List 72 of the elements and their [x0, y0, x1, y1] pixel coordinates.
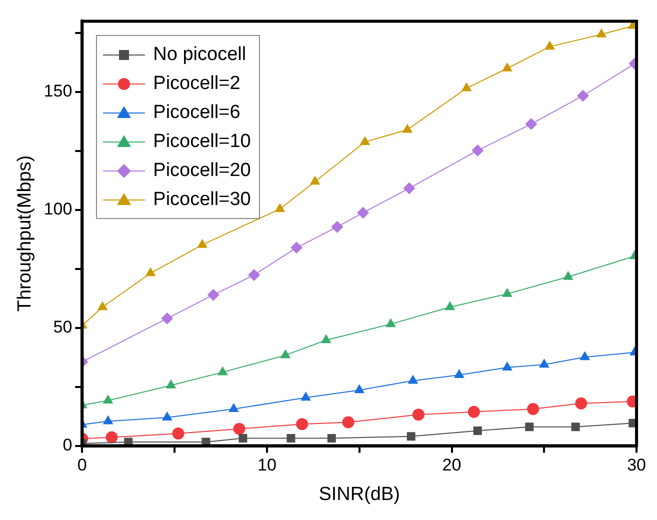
- point: [162, 411, 172, 420]
- point: [408, 374, 418, 384]
- point: [238, 434, 248, 442]
- point: [468, 406, 480, 418]
- point: [472, 144, 484, 156]
- legend-label: Picocell=2: [153, 72, 240, 95]
- point: [296, 418, 308, 430]
- point: [331, 220, 344, 233]
- point: [228, 403, 239, 412]
- y-axis-title: Throughput(Mbps): [14, 155, 36, 312]
- y-tick-label: 100: [44, 200, 72, 219]
- legend-label: Picocell=30: [153, 188, 251, 211]
- y-tick-label: 150: [44, 82, 72, 101]
- legend-label: Picocell=6: [153, 102, 240, 124]
- point: [102, 415, 114, 424]
- point: [280, 349, 291, 358]
- point: [357, 206, 370, 219]
- legend-label: Picocell=10: [153, 130, 251, 153]
- point: [444, 301, 456, 310]
- point: [166, 379, 176, 388]
- point: [386, 318, 396, 328]
- point: [473, 426, 482, 435]
- point: [327, 434, 336, 442]
- point: [320, 334, 332, 344]
- point: [596, 28, 607, 38]
- y-tick-label: 50: [53, 318, 72, 337]
- point: [310, 176, 320, 185]
- point: [562, 270, 574, 280]
- point: [286, 434, 296, 442]
- point: [233, 422, 246, 435]
- point: [454, 369, 464, 378]
- point: [106, 431, 118, 444]
- point: [217, 366, 228, 376]
- point: [525, 422, 534, 432]
- point: [412, 408, 424, 421]
- legend-label: No picocell: [153, 44, 246, 66]
- point: [461, 82, 472, 92]
- x-tick-label: 0: [77, 456, 87, 475]
- point: [576, 90, 589, 102]
- point: [502, 361, 512, 370]
- x-tick-label: 30: [627, 456, 646, 475]
- point: [248, 269, 260, 282]
- point: [161, 312, 174, 324]
- point: [207, 288, 220, 301]
- point: [290, 242, 303, 254]
- point: [97, 301, 108, 310]
- x-tick-label: 20: [442, 456, 462, 475]
- point: [145, 267, 156, 276]
- point: [274, 202, 286, 212]
- point: [525, 118, 538, 130]
- point: [571, 422, 580, 432]
- point: [575, 397, 588, 410]
- point: [580, 351, 590, 360]
- y-tick-label: 0: [62, 435, 72, 454]
- point: [172, 428, 184, 440]
- point: [406, 432, 416, 441]
- point: [403, 182, 416, 194]
- point: [342, 416, 354, 428]
- x-tick-label: 10: [257, 456, 276, 475]
- point: [527, 403, 540, 415]
- point: [197, 238, 208, 248]
- point: [102, 394, 114, 404]
- legend-label: Picocell=20: [153, 160, 251, 182]
- point: [402, 124, 413, 133]
- x-axis-title: SINR(dB): [318, 484, 400, 505]
- point: [538, 358, 550, 368]
- point: [502, 62, 512, 72]
- point: [360, 136, 370, 145]
- point: [300, 392, 311, 401]
- point: [354, 384, 365, 394]
- point: [502, 288, 512, 297]
- point: [544, 40, 555, 50]
